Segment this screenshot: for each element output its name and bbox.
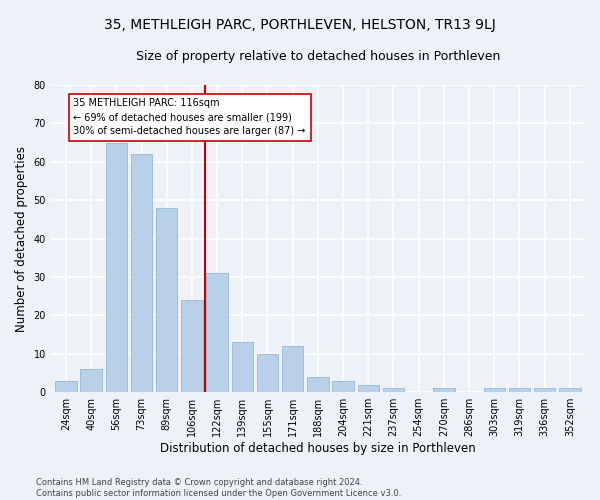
Bar [206, 273, 228, 392]
Bar [232, 342, 253, 392]
Bar [332, 380, 354, 392]
Bar [484, 388, 505, 392]
Bar [131, 154, 152, 392]
Text: 35 METHLEIGH PARC: 116sqm
← 69% of detached houses are smaller (199)
30% of semi: 35 METHLEIGH PARC: 116sqm ← 69% of detac… [73, 98, 306, 136]
Bar [433, 388, 455, 392]
Bar [534, 388, 556, 392]
Bar [307, 377, 329, 392]
X-axis label: Distribution of detached houses by size in Porthleven: Distribution of detached houses by size … [160, 442, 476, 455]
Bar [55, 380, 77, 392]
Y-axis label: Number of detached properties: Number of detached properties [15, 146, 28, 332]
Text: Contains HM Land Registry data © Crown copyright and database right 2024.
Contai: Contains HM Land Registry data © Crown c… [36, 478, 401, 498]
Bar [106, 142, 127, 392]
Bar [559, 388, 581, 392]
Bar [257, 354, 278, 392]
Bar [282, 346, 304, 392]
Text: 35, METHLEIGH PARC, PORTHLEVEN, HELSTON, TR13 9LJ: 35, METHLEIGH PARC, PORTHLEVEN, HELSTON,… [104, 18, 496, 32]
Bar [80, 369, 102, 392]
Title: Size of property relative to detached houses in Porthleven: Size of property relative to detached ho… [136, 50, 500, 63]
Bar [156, 208, 178, 392]
Bar [181, 300, 203, 392]
Bar [383, 388, 404, 392]
Bar [509, 388, 530, 392]
Bar [358, 384, 379, 392]
